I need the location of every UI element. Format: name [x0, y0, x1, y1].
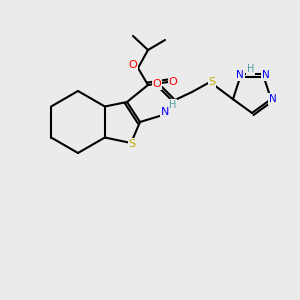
Text: N: N [262, 70, 270, 80]
Text: N: N [269, 94, 277, 104]
Text: H: H [169, 100, 177, 110]
Text: S: S [128, 139, 136, 149]
Text: S: S [208, 77, 216, 87]
Text: N: N [236, 70, 244, 80]
Text: N: N [161, 107, 169, 117]
Text: O: O [153, 79, 161, 89]
Text: H: H [247, 64, 254, 74]
Text: O: O [169, 77, 177, 87]
Text: O: O [129, 60, 137, 70]
